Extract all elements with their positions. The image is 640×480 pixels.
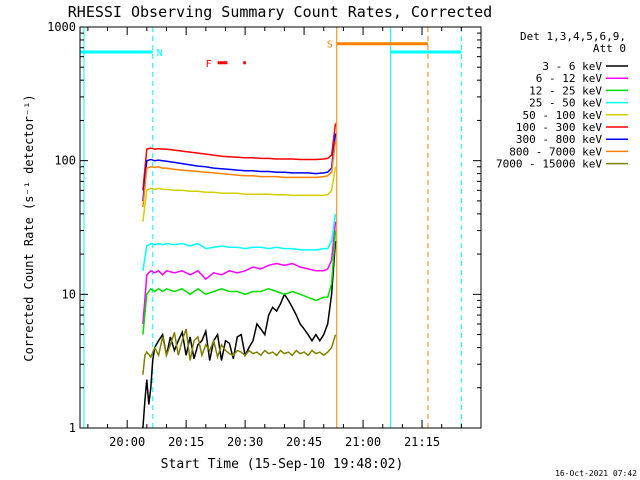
series-line-s50_100: [142, 166, 337, 222]
legend-title-line: Det 1,3,4,5,6,9,: [520, 30, 626, 43]
chart-title: RHESSI Observing Summary Count Rates, Co…: [68, 3, 492, 21]
x-tick-label: 21:00: [345, 435, 381, 449]
interval-label-2: S: [327, 40, 333, 51]
timestamp: 16-Oct-2021 07:42: [555, 469, 637, 478]
flare-label: F: [206, 59, 212, 70]
legend-label-s12_25: 12 - 25 keV: [529, 84, 602, 97]
x-tick-label: 20:00: [109, 435, 145, 449]
y-axis-label: Corrected Count Rate (s⁻¹ detector⁻¹): [22, 94, 36, 361]
plot-frame: [79, 26, 482, 429]
x-tick-label: 20:45: [286, 435, 322, 449]
series-line-s7000_15000: [142, 328, 337, 375]
y-tick-label: 10: [62, 287, 76, 301]
x-tick-label: 20:30: [227, 435, 263, 449]
x-tick-label: 20:15: [168, 435, 204, 449]
legend-label-s25_50: 25 - 50 keV: [529, 97, 602, 110]
y-tick-label: 1: [69, 421, 76, 435]
series-line-s12_25: [142, 230, 337, 335]
interval-label-0: N: [157, 48, 163, 59]
legend-label-s50_100: 50 - 100 keV: [523, 109, 603, 122]
legend-label-s7000_15000: 7000 - 15000 keV: [496, 158, 602, 171]
legend-label-s800_7000: 800 - 7000 keV: [509, 145, 602, 158]
legend-label-s6_12: 6 - 12 keV: [536, 72, 603, 85]
x-axis-label: Start Time (15-Sep-10 19:48:02): [161, 457, 404, 472]
plot-area: N S F 1 10 100 1000 20:00 20:15 20:30 20:45 21:00 21…: [47, 20, 482, 449]
y-tick-label: 100: [54, 154, 76, 168]
x-tick-label: 21:15: [404, 435, 440, 449]
y-tick-label: 1000: [47, 20, 76, 34]
legend-label-s300_800: 300 - 800 keV: [516, 133, 602, 146]
series-line-s800_7000: [142, 141, 337, 208]
series-line-s100_300: [142, 123, 337, 191]
legend-title-line: Att 0: [593, 42, 626, 55]
series-line-s6_12: [142, 221, 337, 325]
series-line-s300_800: [142, 133, 337, 201]
series-line-s25_50: [142, 213, 337, 271]
legend-label-s3_6: 3 - 6 keV: [542, 60, 602, 73]
legend-label-s100_300: 100 - 300 keV: [516, 121, 602, 134]
